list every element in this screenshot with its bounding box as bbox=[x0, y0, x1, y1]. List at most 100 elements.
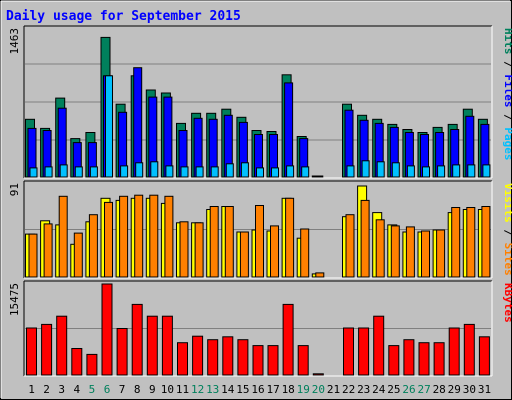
bar-kbytes-day-31 bbox=[478, 336, 490, 376]
x-tick-label-day-18: 18 bbox=[282, 383, 295, 396]
x-tick-label-day-3: 3 bbox=[58, 383, 65, 396]
bar-kbytes-day-26 bbox=[403, 339, 415, 376]
bar-pages-day-1 bbox=[29, 167, 38, 178]
bar-kbytes-day-13 bbox=[207, 339, 219, 376]
bar-files-day-20 bbox=[314, 175, 324, 178]
bar-kbytes-day-14 bbox=[222, 336, 234, 376]
bar-pages-day-11 bbox=[180, 166, 189, 178]
bar-pages-day-8 bbox=[135, 162, 144, 178]
bar-pages-day-7 bbox=[120, 165, 129, 178]
bar-files-day-8 bbox=[133, 67, 143, 178]
x-tick-label-day-15: 15 bbox=[236, 383, 249, 396]
bar-pages-day-14 bbox=[225, 163, 234, 178]
bar-sites-day-29 bbox=[451, 207, 461, 278]
bar-kbytes-day-25 bbox=[388, 345, 400, 376]
bar-kbytes-day-18 bbox=[282, 303, 294, 376]
x-tick-label-day-22: 22 bbox=[342, 383, 355, 396]
bar-kbytes-day-6 bbox=[101, 283, 113, 376]
bar-sites-day-17 bbox=[270, 225, 279, 278]
bar-kbytes-day-28 bbox=[433, 342, 445, 376]
bar-pages-day-28 bbox=[437, 165, 446, 178]
x-tick-label-day-16: 16 bbox=[251, 383, 264, 396]
x-tick-label-day-7: 7 bbox=[119, 383, 126, 396]
x-tick-label-day-27: 27 bbox=[417, 383, 430, 396]
bar-sites-day-30 bbox=[466, 207, 476, 278]
x-tick-label-day-12: 12 bbox=[191, 383, 204, 396]
bar-sites-day-22 bbox=[345, 214, 355, 278]
bar-kbytes-day-8 bbox=[131, 303, 143, 376]
bar-sites-day-26 bbox=[405, 226, 415, 278]
bar-kbytes-day-24 bbox=[373, 315, 385, 376]
bar-files-day-18 bbox=[284, 82, 294, 178]
bar-files-day-10 bbox=[163, 96, 173, 178]
panel-kbytes: 15475 KBytes bbox=[8, 280, 512, 377]
bar-pages-day-16 bbox=[256, 167, 264, 178]
x-tick-label-day-4: 4 bbox=[73, 383, 80, 396]
legend-part: / bbox=[502, 55, 512, 75]
bar-pages-day-13 bbox=[210, 166, 219, 178]
bar-pages-day-23 bbox=[361, 160, 370, 178]
bar-sites-day-3 bbox=[58, 195, 68, 278]
bar-sites-day-8 bbox=[134, 194, 144, 278]
bar-kbytes-day-19 bbox=[297, 345, 309, 376]
bar-pages-day-29 bbox=[452, 164, 461, 178]
bar-sites-day-11 bbox=[179, 221, 189, 278]
x-tick-label-day-17: 17 bbox=[266, 383, 279, 396]
y-max-label: 91 bbox=[8, 183, 21, 196]
bar-sites-day-7 bbox=[119, 195, 129, 278]
bar-pages-day-4 bbox=[74, 166, 83, 178]
y-max-label: 15475 bbox=[8, 283, 21, 316]
bar-kbytes-day-11 bbox=[177, 342, 188, 376]
x-tick-label-day-8: 8 bbox=[134, 383, 141, 396]
bar-pages-day-10 bbox=[165, 165, 174, 178]
bar-pages-day-2 bbox=[44, 166, 53, 178]
x-tick-label-day-31: 31 bbox=[478, 383, 491, 396]
x-tick-label-day-11: 11 bbox=[176, 383, 189, 396]
bar-sites-day-23 bbox=[360, 199, 370, 278]
bar-sites-day-12 bbox=[194, 222, 204, 278]
bar-kbytes-day-7 bbox=[116, 328, 128, 376]
bar-kbytes-day-5 bbox=[86, 353, 98, 376]
x-tick-label-day-28: 28 bbox=[433, 383, 446, 396]
x-tick-label-day-13: 13 bbox=[206, 383, 219, 396]
bar-sites-day-4 bbox=[73, 232, 83, 278]
series-legend-label: Hits / Files / Pages bbox=[502, 28, 512, 161]
x-tick-label-day-25: 25 bbox=[387, 383, 400, 396]
bar-pages-day-22 bbox=[346, 165, 355, 178]
panel-visits-sites: 91 Visits / Sites bbox=[8, 180, 512, 279]
x-tick-label-day-14: 14 bbox=[221, 383, 235, 396]
series-legend-label: Visits / Sites bbox=[502, 183, 512, 276]
bar-sites-day-15 bbox=[239, 231, 249, 278]
bar-sites-day-13 bbox=[209, 206, 219, 278]
legend-part: Sites bbox=[502, 243, 512, 276]
bar-kbytes-day-12 bbox=[192, 335, 204, 376]
bar-kbytes-day-23 bbox=[358, 327, 370, 376]
x-tick-label-day-19: 19 bbox=[297, 383, 310, 396]
bar-sites-day-5 bbox=[88, 214, 98, 278]
bar-sites-day-19 bbox=[300, 228, 310, 278]
bar-pages-day-19 bbox=[301, 166, 310, 178]
bar-pages-day-15 bbox=[240, 162, 249, 178]
bar-kbytes-day-17 bbox=[267, 345, 279, 376]
bar-sites-day-10 bbox=[164, 195, 174, 278]
bar-kbytes-day-3 bbox=[56, 315, 68, 376]
bar-kbytes-day-16 bbox=[252, 345, 264, 376]
bar-kbytes-day-10 bbox=[161, 315, 173, 376]
x-tick-label-day-21: 21 bbox=[327, 383, 340, 396]
x-tick-label-day-1: 1 bbox=[28, 383, 35, 396]
x-tick-label-day-6: 6 bbox=[104, 383, 111, 396]
legend-part: Files bbox=[502, 74, 512, 107]
bar-kbytes-day-1 bbox=[26, 327, 37, 376]
bar-pages-day-17 bbox=[271, 167, 279, 178]
bar-sites-day-2 bbox=[43, 223, 53, 278]
bar-sites-day-18 bbox=[285, 197, 295, 278]
bar-pages-day-25 bbox=[391, 162, 400, 178]
bar-pages-day-30 bbox=[467, 164, 476, 178]
bar-kbytes-day-20 bbox=[312, 373, 324, 376]
bar-pages-day-9 bbox=[150, 161, 159, 178]
bar-kbytes-day-29 bbox=[448, 327, 460, 376]
bar-kbytes-day-15 bbox=[237, 339, 249, 376]
bar-kbytes-day-30 bbox=[463, 323, 475, 376]
